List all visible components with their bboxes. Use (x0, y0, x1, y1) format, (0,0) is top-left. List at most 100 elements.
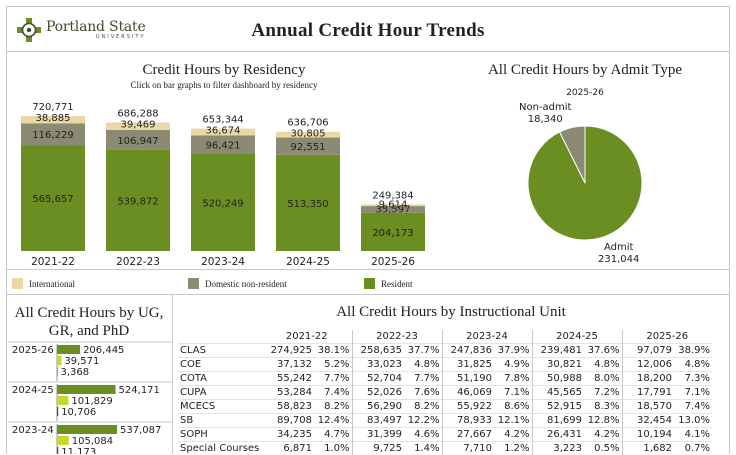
table-cell-percent: 7.1% (494, 384, 533, 399)
bar-segment-domestic-non-resident[interactable] (276, 137, 340, 155)
table-cell-percent: 4.6% (404, 426, 443, 441)
table-row[interactable]: CLAS 274,925 38.1% 258,635 37.7% 247,836 37.9%… (178, 342, 712, 357)
bar-total-label: 720,771 (32, 102, 73, 113)
pie-label-nonadmit-name: Non-admit (519, 102, 572, 113)
table-cell-value: 56,290 (352, 398, 404, 413)
group-year-label: 2025-26 (12, 345, 54, 356)
table-row[interactable]: COTA 55,242 7.7% 52,704 7.7% 51,190 7.8% 50,988… (178, 370, 712, 385)
legend-swatch-international (12, 278, 23, 289)
ugpanel-title-line2: GR, and PhD (48, 323, 130, 339)
table-cell-percent: 4.9% (494, 356, 533, 371)
table-header-year: 2021-22 (262, 330, 353, 343)
bar-gr[interactable] (57, 356, 62, 365)
bar-segment-international[interactable] (276, 131, 340, 138)
bar-segment-resident[interactable] (276, 154, 340, 251)
table-cell-value: 239,481 (532, 342, 584, 357)
bar-gr[interactable] (57, 396, 69, 405)
legend-swatch-domestic (188, 278, 199, 289)
bar-ug[interactable] (57, 425, 117, 434)
table-cell-value: 97,079 (622, 342, 674, 357)
bar-total-label: 653,344 (202, 115, 243, 126)
table-cell-value: 81,699 (532, 412, 584, 427)
table-cell-percent: 1.2% (494, 440, 533, 455)
table-cell-value: 9,725 (352, 440, 404, 455)
bar-phd[interactable] (57, 407, 59, 416)
psu-logo[interactable]: Portland State UNIVERSITY (16, 18, 146, 42)
table-cell-value: 31,399 (352, 426, 404, 441)
table-cell-value: 55,242 (262, 370, 314, 385)
table-header-row: 2021-22 2022-23 2023-24 2024-25 2025-26 (178, 330, 712, 343)
table-cell-value: 53,284 (262, 384, 314, 399)
pie-slice-non-admit[interactable] (558, 125, 586, 184)
bar-label-international: 39,469 (121, 119, 156, 130)
table-cell-percent: 4.1% (674, 426, 712, 441)
bar-phd[interactable] (57, 367, 58, 376)
table-cell-percent: 8.2% (404, 398, 443, 413)
bar-segment-resident[interactable] (361, 212, 425, 251)
bar-ug[interactable] (57, 345, 81, 354)
table-cell-value: 45,565 (532, 384, 584, 399)
table-cell-percent: 4.8% (584, 356, 623, 371)
table-cell-percent: 7.8% (494, 370, 533, 385)
table-row[interactable]: Special Courses 6,871 1.0% 9,725 1.4% 7,710 1.… (178, 440, 712, 455)
table-cell-value: 46,069 (442, 384, 494, 399)
page-title: Annual Credit Hour Trends (251, 20, 485, 41)
table-cell-value: 258,635 (352, 342, 404, 357)
table-cell-percent: 7.7% (314, 370, 353, 385)
bar-phd[interactable] (57, 447, 59, 454)
bar-total-label: 686,288 (117, 108, 158, 119)
bar-segment-resident[interactable] (106, 149, 170, 251)
bar-gr[interactable] (57, 436, 69, 445)
bar-segment-international[interactable] (191, 128, 255, 136)
table-cell-percent: 7.1% (674, 384, 712, 399)
bar-segment-domestic-non-resident[interactable] (361, 206, 425, 213)
table-cell-percent: 13.0% (674, 412, 712, 427)
table-cell-percent: 7.4% (674, 398, 712, 413)
bar-segment-international[interactable] (361, 204, 425, 207)
table-cell-percent: 8.3% (584, 398, 623, 413)
table-row[interactable]: CUPA 53,284 7.4% 52,026 7.6% 46,069 7.1% 45,565… (178, 384, 712, 399)
bar-label-international: 38,885 (36, 113, 71, 124)
legend-domestic[interactable]: Domestic non-resident (188, 278, 287, 289)
bar-segment-resident[interactable] (191, 153, 255, 251)
instructional-title: All Credit Hours by Instructional Unit (336, 304, 566, 320)
table-cell-percent: 12.1% (494, 412, 533, 427)
table-cell-value: 78,933 (442, 412, 494, 427)
table-cell-percent: 12.4% (314, 412, 353, 427)
bar-segment-resident[interactable] (21, 145, 85, 251)
table-row[interactable]: SB 89,708 12.4% 83,497 12.2% 78,933 12.1% 81,69… (178, 412, 712, 427)
table-cell-value: 1,682 (622, 440, 674, 455)
table-cell-percent: 4.8% (674, 356, 712, 371)
legend-international[interactable]: International (12, 278, 75, 289)
table-cell-percent: 7.7% (404, 370, 443, 385)
table-cell-unit: CLAS (178, 342, 262, 357)
admit-type-pie-chart[interactable] (460, 96, 730, 270)
bar-ug[interactable] (57, 385, 116, 394)
table-cell-percent: 8.2% (314, 398, 353, 413)
legend-resident[interactable]: Resident (364, 278, 413, 289)
table-cell-unit: Special Courses (178, 440, 262, 455)
instructional-unit-table: 2021-22 2022-23 2023-24 2024-25 2025-26 … (178, 330, 712, 455)
bar-segment-domestic-non-resident[interactable] (21, 123, 85, 146)
x-tick-label: 2025-26 (371, 256, 415, 268)
bar-segment-international[interactable] (106, 122, 170, 130)
bar-label-resident: 539,872 (117, 196, 158, 207)
bar-label-phd: 11,173 (61, 447, 96, 454)
residency-title: Credit Hours by Residency (142, 62, 306, 78)
table-row[interactable]: COE 37,132 5.2% 33,023 4.8% 31,825 4.9% 30,821 4… (178, 356, 712, 371)
table-cell-unit: SOPH (178, 426, 262, 441)
table-row[interactable]: SOPH 34,235 4.7% 31,399 4.6% 27,667 4.2% 26,431… (178, 426, 712, 441)
table-cell-unit: CUPA (178, 384, 262, 399)
bar-segment-domestic-non-resident[interactable] (106, 129, 170, 150)
table-cell-value: 274,925 (262, 342, 314, 357)
divider (6, 269, 730, 270)
group-year-label: 2024-25 (12, 385, 54, 396)
table-cell-value: 34,235 (262, 426, 314, 441)
divider (6, 294, 730, 295)
legend-swatch-resident (364, 278, 375, 289)
bar-segment-international[interactable] (21, 116, 85, 124)
table-row[interactable]: MCECS 58,823 8.2% 56,290 8.2% 55,922 8.6% 52,91… (178, 398, 712, 413)
bar-segment-domestic-non-resident[interactable] (191, 135, 255, 154)
